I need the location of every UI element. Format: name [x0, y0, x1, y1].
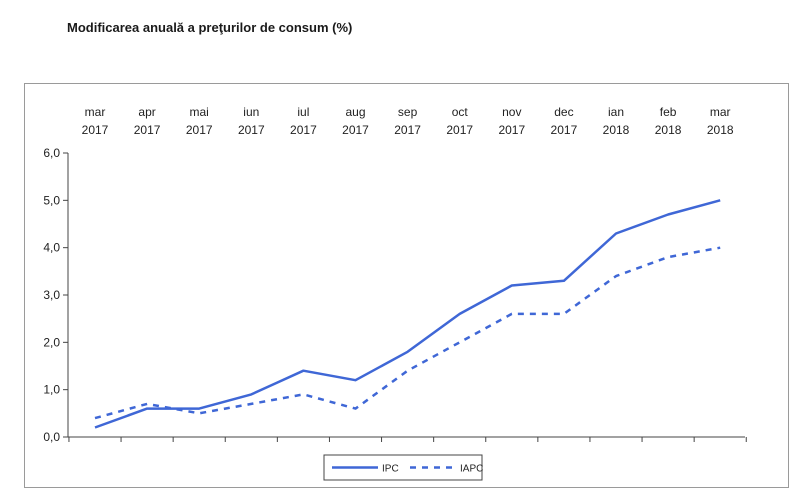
x-tick-label-month: nov	[502, 105, 521, 119]
x-tick-label-month: sep	[398, 105, 418, 119]
x-tick-label-month: ian	[608, 105, 624, 119]
x-tick-label-year: 2018	[707, 123, 734, 137]
y-tick-label: 1,0	[43, 383, 60, 397]
x-tick-label-month: aug	[345, 105, 365, 119]
x-tick-label-year: 2017	[238, 123, 265, 137]
y-tick-label: 2,0	[43, 335, 60, 349]
x-tick-label-year: 2017	[82, 123, 109, 137]
x-tick-label-month: mar	[710, 105, 731, 119]
y-tick-label: 0,0	[43, 430, 60, 444]
y-tick-label: 5,0	[43, 193, 60, 207]
x-tick-label-month: oct	[452, 105, 469, 119]
chart-frame	[24, 83, 789, 488]
x-tick-label-month: apr	[138, 105, 155, 119]
x-tick-label-year: 2017	[394, 123, 421, 137]
y-tick-label: 4,0	[43, 241, 60, 255]
x-tick-label-year: 2017	[498, 123, 525, 137]
x-tick-label-month: feb	[660, 105, 677, 119]
x-tick-label-month: mar	[85, 105, 106, 119]
series-line-ipc	[94, 199, 721, 429]
chart-title: Modificarea anuală a preţurilor de consu…	[67, 20, 353, 35]
x-tick-label-year: 2017	[290, 123, 317, 137]
x-tick-label-year: 2017	[186, 123, 213, 137]
x-tick-label-month: mai	[190, 105, 209, 119]
x-tick-label-year: 2018	[603, 123, 630, 137]
x-tick-label-month: iul	[297, 105, 309, 119]
x-tick-label-month: iun	[243, 105, 259, 119]
x-tick-label-year: 2018	[655, 123, 682, 137]
legend-label-iapc: IAPC	[460, 464, 483, 475]
legend-label-ipc: IPC	[382, 464, 399, 475]
y-tick-label: 6,0	[43, 146, 60, 160]
y-tick-label: 3,0	[43, 288, 60, 302]
x-tick-label-year: 2017	[551, 123, 578, 137]
series-line-iapc	[94, 246, 721, 420]
x-tick-label-year: 2017	[134, 123, 161, 137]
x-tick-label-month: dec	[554, 105, 573, 119]
x-tick-label-year: 2017	[342, 123, 369, 137]
x-tick-label-year: 2017	[446, 123, 473, 137]
